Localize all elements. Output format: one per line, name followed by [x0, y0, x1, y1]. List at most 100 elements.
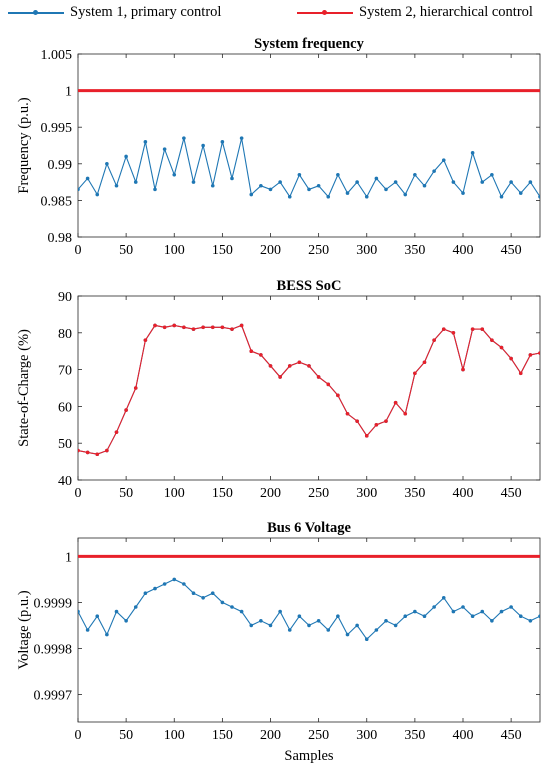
- series-line: [78, 578, 540, 641]
- data-point: [441, 596, 446, 600]
- data-point: [85, 176, 90, 181]
- chart-panel-3: Bus 6 Voltage 0 50 100 150 200 250 300 350 400 450…: [16, 520, 541, 764]
- data-point: [85, 450, 90, 455]
- data-point: [509, 356, 513, 361]
- y-tick-label: 0.985: [41, 194, 73, 209]
- y-tick-label: 70: [58, 364, 72, 379]
- data-point: [297, 360, 302, 365]
- data-point: [355, 419, 359, 423]
- data-point: [393, 623, 398, 628]
- data-point: [259, 183, 263, 188]
- data-point: [518, 614, 523, 618]
- data-point: [345, 632, 350, 637]
- x-tick-label: 350: [404, 728, 425, 743]
- x-tick-label: 400: [453, 486, 474, 501]
- x-axis-label: Samples: [284, 748, 333, 764]
- data-point: [191, 327, 196, 331]
- data-point: [403, 192, 408, 197]
- data-point: [461, 367, 465, 372]
- data-point: [143, 591, 148, 595]
- data-point: [413, 172, 417, 177]
- data-point: [230, 605, 234, 609]
- chart-panel-2: BESS SoC 0 50 100 150 200 250 300 350 400 450 40 50 6…: [16, 278, 541, 501]
- data-point: [124, 619, 128, 623]
- data-point: [268, 623, 273, 628]
- data-point: [355, 180, 359, 184]
- data-point: [441, 327, 446, 331]
- data-point: [278, 180, 282, 184]
- data-point: [528, 180, 533, 184]
- data-point: [239, 323, 244, 328]
- data-point: [413, 609, 417, 614]
- chart-panel-1: System frequency 0 50 100 150 200 250 300 350 400…: [16, 36, 541, 258]
- data-point: [403, 411, 408, 416]
- x-tick-label: 50: [119, 728, 133, 743]
- series-line: [78, 324, 540, 455]
- data-point: [85, 628, 90, 632]
- data-point: [153, 323, 157, 328]
- data-point: [287, 194, 292, 199]
- data-point: [364, 194, 369, 199]
- legend-swatch-system-1: [8, 10, 64, 15]
- data-point: [297, 172, 302, 177]
- y-tick-label: 0.9999: [34, 596, 73, 611]
- data-point: [518, 371, 523, 376]
- data-point: [278, 609, 282, 614]
- x-tick-label: 350: [404, 486, 425, 501]
- data-point: [316, 183, 321, 188]
- data-point: [220, 140, 225, 144]
- data-point: [95, 452, 100, 457]
- data-point: [182, 582, 186, 586]
- data-point: [133, 180, 138, 184]
- data-point: [220, 325, 225, 330]
- data-point: [451, 609, 456, 614]
- legend-label-system-1: System 1, primary control: [70, 4, 222, 20]
- x-tick-label: 250: [308, 486, 329, 501]
- data-point: [249, 192, 254, 197]
- data-point: [162, 582, 167, 586]
- data-point: [374, 176, 379, 181]
- series-1: [78, 577, 540, 641]
- y-axis-label: Frequency (p.u.): [16, 97, 32, 193]
- legend: System 1, primary control System 2, hier…: [0, 0, 550, 30]
- legend-item-system-1: System 1, primary control: [8, 4, 221, 21]
- y-tick-label: 50: [58, 437, 72, 452]
- data-point: [210, 183, 215, 188]
- data-point: [172, 577, 177, 582]
- data-point: [336, 614, 340, 618]
- y-tick-label: 1: [65, 85, 72, 100]
- x-tick-label: 0: [75, 728, 82, 743]
- data-point: [441, 158, 446, 162]
- y-tick-label: 0.9997: [34, 688, 73, 703]
- series-1: [78, 136, 540, 199]
- series-line: [78, 324, 540, 455]
- data-point: [393, 180, 398, 184]
- y-tick-label: 0.9998: [34, 642, 73, 657]
- data-point: [287, 364, 292, 368]
- data-point: [528, 619, 533, 623]
- data-point: [230, 176, 234, 181]
- data-point: [182, 325, 186, 330]
- x-tick-label: 200: [260, 486, 281, 501]
- data-point: [78, 609, 80, 614]
- data-point: [114, 609, 119, 614]
- data-point: [210, 591, 215, 595]
- data-point: [133, 386, 138, 390]
- y-tick-label: 1: [65, 550, 72, 565]
- series-1: [78, 323, 540, 457]
- y-tick-label: 0.995: [41, 121, 73, 136]
- legend-marker-system-1: [33, 10, 38, 15]
- data-point: [172, 172, 177, 177]
- x-tick-label: 250: [308, 728, 329, 743]
- data-point: [432, 169, 436, 173]
- data-point: [249, 349, 254, 354]
- data-point: [528, 353, 533, 357]
- data-point: [451, 331, 456, 335]
- x-tick-label: 0: [75, 486, 82, 501]
- data-point: [153, 187, 157, 192]
- x-tick-label: 450: [501, 243, 522, 258]
- data-point: [393, 400, 398, 405]
- y-tick-label: 0.98: [48, 231, 73, 246]
- data-point: [422, 360, 427, 365]
